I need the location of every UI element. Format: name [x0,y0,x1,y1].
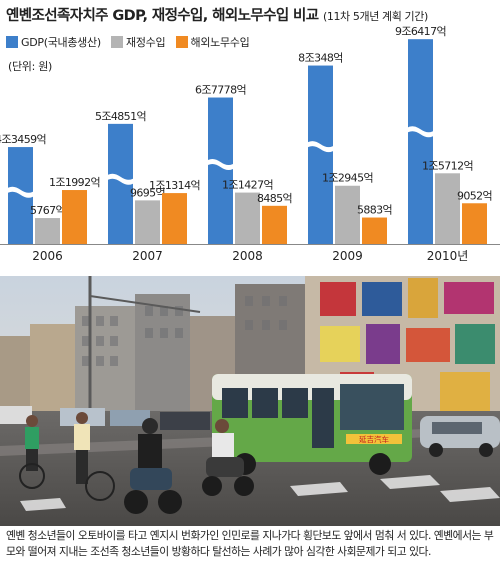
legend-label-overseas: 해외노무수입 [190,36,250,49]
bar-revenue-2009 [335,185,360,244]
axis-break-2010년 [405,126,436,138]
person-2 [74,412,115,501]
chart-legend: GDP(국내총생산) 재정수입 해외노무수입 [6,34,256,50]
street-photo: 延吉汽车 [0,276,500,526]
data-label-revenue-2006: 5767억 [30,204,65,217]
bar-overseas-2010년 [462,203,487,244]
data-label-revenue-2008: 1조1427억 [222,179,273,192]
bus-sign: 延吉汽车 [359,434,389,444]
legend-item-overseas: 해외노무수입 [175,34,250,50]
bar-overseas-2008 [262,205,287,244]
data-label-overseas-2009: 5883억 [357,204,392,217]
data-label-revenue-2007: 9695억 [130,186,165,199]
x-tick-2010년: 2010년 [427,249,469,263]
street-scene-illustration: 延吉汽车 [0,276,500,526]
legend-item-gdp: GDP(국내총생산) [6,34,101,50]
chart-title-text: 옌볜조선족자치주 GDP, 재정수입, 해외노무수입 비교 [6,8,319,24]
axis-break-2007 [105,173,136,185]
data-label-overseas-2008: 8485억 [257,192,292,205]
data-label-revenue-2010년: 1조5712억 [422,159,473,172]
axis-break-2009 [305,141,336,153]
data-label-overseas-2010년: 9052억 [457,189,492,202]
data-label-gdp-2006: 4조3459억 [0,133,46,146]
photo-caption: 옌볜 청소년들이 오토바이를 타고 옌지시 번화가인 인민로를 지나가다 횡단보… [6,529,494,558]
x-tick-2008: 2008 [232,249,263,263]
legend-swatch-overseas [175,36,188,48]
data-label-overseas-2006: 1조1992억 [49,176,100,189]
chart-title: 옌볜조선족자치주 GDP, 재정수입, 해외노무수입 비교 (11차 5개년 계… [6,4,428,25]
x-tick-2006: 2006 [32,249,63,263]
chart-subtitle: (11차 5개년 계획 기간) [322,10,428,23]
data-label-gdp-2009: 8조348억 [298,52,343,65]
person-4 [202,419,254,496]
bar-overseas-2007 [162,193,187,244]
bar-overseas-2009 [362,217,387,244]
bar-revenue-2008 [235,192,260,244]
legend-item-revenue: 재정수입 [111,34,166,50]
bar-gdp-2010년 [408,39,433,244]
x-tick-2007: 2007 [132,249,163,263]
x-tick-2009: 2009 [332,249,363,263]
unit-label: (단위: 원) [8,60,53,73]
legend-label-gdp: GDP(국내총생산) [21,36,101,49]
data-label-gdp-2010년: 9조6417억 [395,25,446,38]
axis-break-2006 [5,186,36,198]
data-label-gdp-2008: 6조7778억 [195,84,246,97]
axis-break-2008 [205,158,236,170]
bar-chart: 4조3459억 5767억 1조1992억 2006 5조4851억 9695억1조131… [0,25,500,263]
data-label-overseas-2007: 1조1314억 [149,179,200,192]
person-3 [124,418,182,514]
person-1 [19,415,45,489]
bar-overseas-2006 [62,190,87,244]
data-label-gdp-2007: 5조4851억 [95,110,146,123]
legend-label-revenue: 재정수입 [126,36,166,49]
bar-gdp-2009 [308,65,333,244]
bar-revenue-2010년 [435,173,460,244]
bar-gdp-2008 [208,97,233,244]
legend-swatch-gdp [6,36,18,48]
legend-swatch-revenue [111,36,124,48]
bar-revenue-2007 [135,200,160,244]
data-label-revenue-2009: 1조2945억 [322,172,373,185]
bar-revenue-2006 [35,218,60,244]
